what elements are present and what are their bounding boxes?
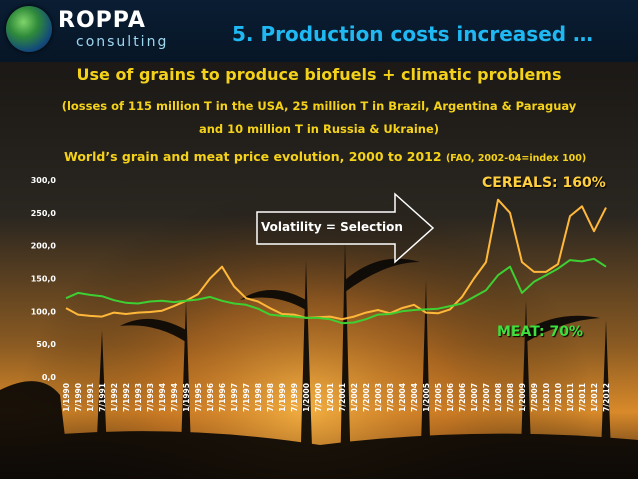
y-tick-label: 200,0 <box>31 242 57 251</box>
chart-title: World’s grain and meat price evolution, … <box>64 149 586 164</box>
x-tick-label: 7/2004 <box>410 383 419 412</box>
cereals-label: CEREALS: 160% <box>482 175 606 191</box>
x-tick-label: 1/2008 <box>494 383 503 412</box>
x-tick-label: 1/2004 <box>398 383 407 412</box>
x-tick-label: 1/1990 <box>62 383 71 412</box>
y-axis: 0,0 50,0 100,0 150,0 200,0 250,0 300,0 <box>31 176 57 382</box>
x-tick-label: 7/2011 <box>578 383 587 412</box>
x-tick-label: 7/2000 <box>314 383 323 412</box>
x-tick-label: 1/2009 <box>518 383 527 412</box>
x-tick-label: 7/1999 <box>290 383 299 412</box>
x-tick-label: 1/1991 <box>86 383 95 412</box>
x-tick-label: 7/1995 <box>194 383 203 412</box>
x-tick-label: 1/1997 <box>230 383 239 412</box>
y-tick-label: 0,0 <box>42 373 57 382</box>
x-tick-label: 1/1994 <box>158 383 167 412</box>
x-tick-label: 1/2011 <box>566 383 575 412</box>
logo-sub: consulting <box>76 34 169 50</box>
x-tick-label: 1/2006 <box>446 383 455 412</box>
losses-line-1: (losses of 115 million T in the USA, 25 … <box>61 99 577 113</box>
y-tick-label: 250,0 <box>31 209 57 218</box>
x-tick-label: 1/1998 <box>254 383 263 412</box>
x-tick-label: 7/1993 <box>146 383 155 412</box>
x-tick-label: 7/2009 <box>530 383 539 412</box>
meat-label: MEAT: 70% <box>497 324 584 340</box>
x-tick-label: 7/1998 <box>266 383 275 412</box>
meat-series-line <box>65 257 607 325</box>
x-tick-label: 7/2007 <box>482 383 491 412</box>
callout-text: Volatility = Selection <box>261 220 403 234</box>
subtitle: Use of grains to produce biofuels + clim… <box>76 65 562 84</box>
x-tick-label: 1/2005 <box>422 383 431 412</box>
x-tick-label: 7/1997 <box>242 383 251 412</box>
x-tick-label: 7/1996 <box>218 383 227 412</box>
header-bar: ROPPA consulting 5. Production costs inc… <box>0 0 638 62</box>
x-tick-label: 1/2002 <box>350 383 359 412</box>
globe-logo-icon <box>6 6 52 52</box>
losses-line-2: and 10 million T in Russia & Ukraine) <box>198 122 440 136</box>
y-tick-label: 100,0 <box>31 307 57 316</box>
x-tick-label: 1/1996 <box>206 383 215 412</box>
x-tick-label: 1/2003 <box>374 383 383 412</box>
x-tick-label: 7/1992 <box>122 383 131 412</box>
x-tick-label: 7/1994 <box>170 383 179 412</box>
arrow-right-icon <box>256 192 435 264</box>
x-tick-label: 1/2007 <box>470 383 479 412</box>
x-tick-label: 7/2006 <box>458 383 467 412</box>
y-tick-label: 50,0 <box>36 340 56 349</box>
x-tick-label: 1/2012 <box>590 383 599 412</box>
x-tick-label: 7/2010 <box>554 383 563 412</box>
x-tick-label: 7/1991 <box>98 383 107 412</box>
slide-title: 5. Production costs increased … <box>232 22 594 46</box>
x-tick-label: 7/1990 <box>74 383 83 412</box>
y-tick-label: 150,0 <box>31 275 57 284</box>
x-tick-label: 7/2008 <box>506 383 515 412</box>
x-tick-label: 7/2005 <box>434 383 443 412</box>
x-tick-label: 1/2000 <box>302 383 311 412</box>
x-tick-label: 7/2002 <box>362 383 371 412</box>
x-tick-label: 1/1993 <box>134 383 143 412</box>
x-tick-label: 1/1992 <box>110 383 119 412</box>
x-tick-label: 7/2012 <box>602 383 611 412</box>
y-tick-label: 300,0 <box>31 176 57 185</box>
x-tick-label: 1/1995 <box>182 383 191 412</box>
chart-note: (FAO, 2002-04=index 100) <box>445 153 587 164</box>
x-tick-label: 7/2001 <box>338 383 347 412</box>
x-tick-label: 1/1999 <box>278 383 287 412</box>
chart-title-text: World’s grain and meat price evolution, … <box>64 149 442 164</box>
x-tick-label: 7/2003 <box>386 383 395 412</box>
x-tick-label: 1/2010 <box>542 383 551 412</box>
x-tick-label: 1/2001 <box>326 383 335 412</box>
logo-name: ROPPA <box>58 8 146 33</box>
cereals-series-line <box>65 198 607 321</box>
volatility-callout: Volatility = Selection <box>255 192 435 264</box>
series-lines <box>65 198 607 325</box>
x-axis: 1/1990 7/1990 1/1991 7/1991 1/1992 7/1992 1/19… <box>62 383 611 412</box>
